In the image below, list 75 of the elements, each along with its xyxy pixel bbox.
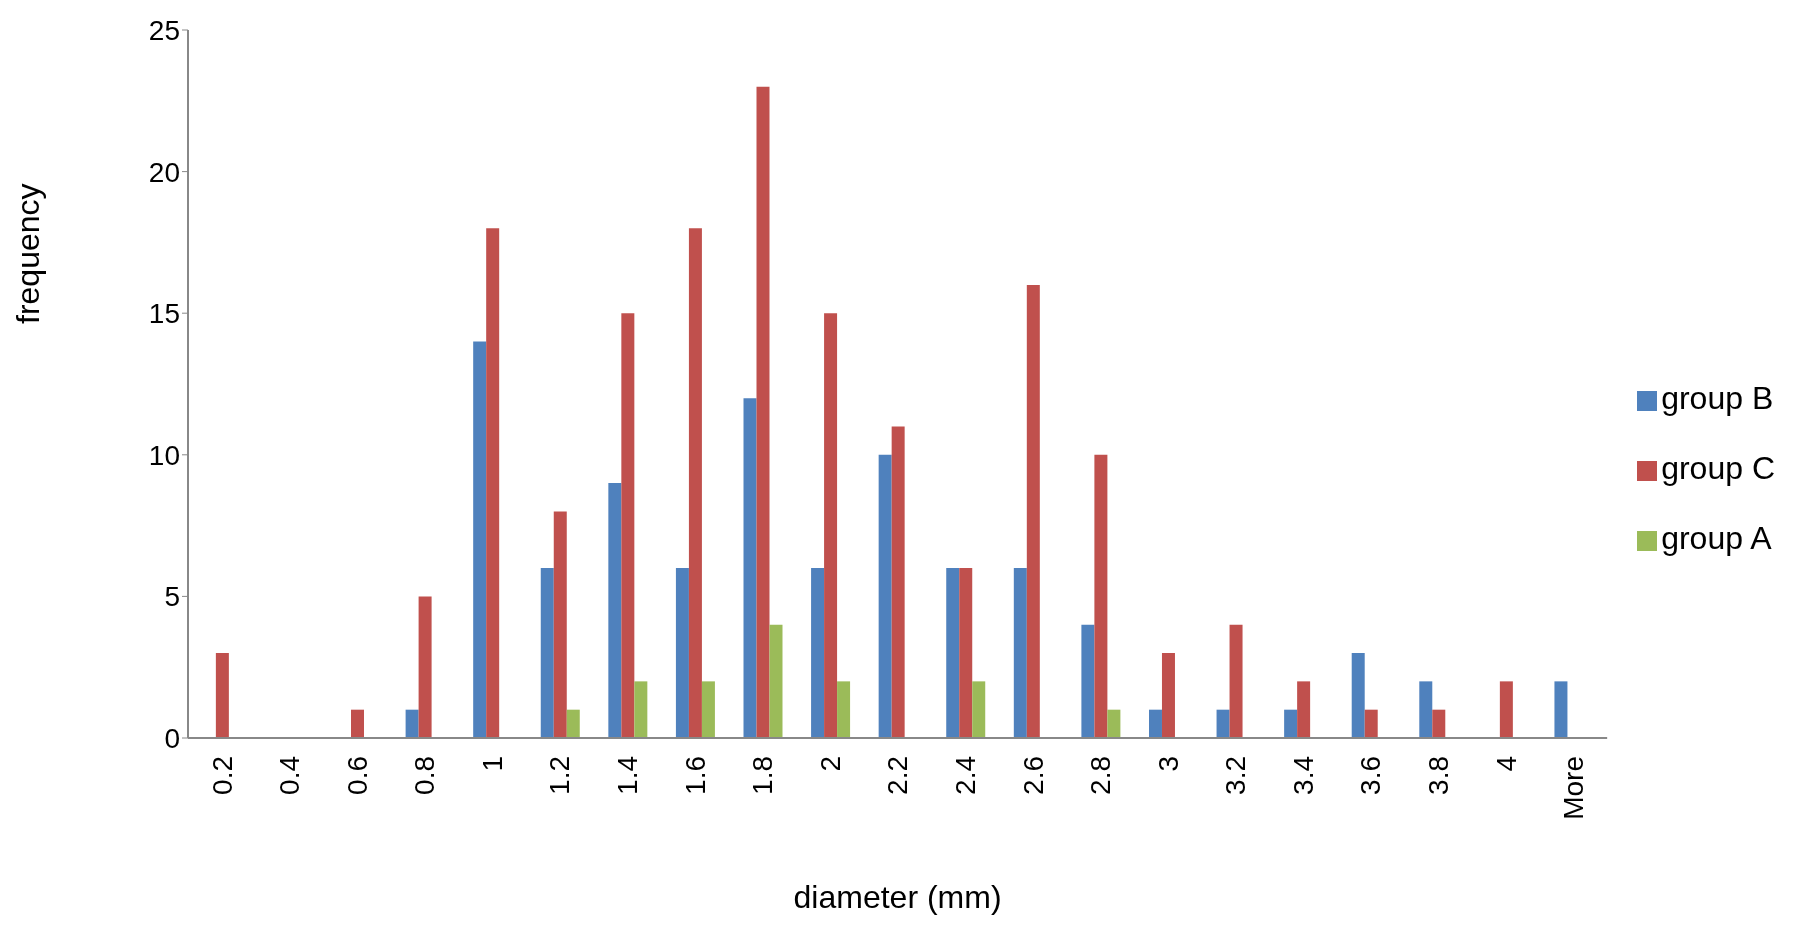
x-tick-label: 0.6 xyxy=(341,756,373,795)
bar xyxy=(566,709,580,738)
bar xyxy=(473,341,487,738)
bar xyxy=(743,398,757,738)
bar xyxy=(608,483,622,738)
bar xyxy=(675,568,689,738)
bar xyxy=(811,568,825,738)
bar xyxy=(621,313,635,738)
bar xyxy=(891,426,905,738)
bar xyxy=(1107,709,1121,738)
bar xyxy=(1229,624,1243,738)
bar xyxy=(688,228,702,738)
bar xyxy=(1148,709,1162,738)
bar xyxy=(1297,681,1311,738)
x-tick-label: 2.2 xyxy=(882,756,914,795)
bar xyxy=(837,681,851,738)
bar xyxy=(959,568,973,738)
bar xyxy=(540,568,554,738)
bar xyxy=(1419,681,1433,738)
bar xyxy=(215,653,229,738)
y-tick-label: 15 xyxy=(148,298,180,330)
bar xyxy=(769,624,783,738)
y-tick-label: 5 xyxy=(164,581,180,613)
x-tick-label: 0.2 xyxy=(206,756,238,795)
x-tick-label: 3 xyxy=(1152,756,1184,772)
y-tick-label: 0 xyxy=(164,722,180,754)
x-tick-label: 0.8 xyxy=(409,756,441,795)
x-tick-label: 3.6 xyxy=(1355,756,1387,795)
x-tick-label: More xyxy=(1558,756,1590,820)
x-tick-label: 1.6 xyxy=(679,756,711,795)
x-tick-label: 0.4 xyxy=(274,756,306,795)
bar xyxy=(418,596,432,738)
bar xyxy=(1432,709,1446,738)
x-tick-label: 4 xyxy=(1490,756,1522,772)
bar xyxy=(1284,709,1298,738)
x-tick-label: 1.4 xyxy=(612,756,644,795)
x-tick-label: 3.8 xyxy=(1423,756,1455,795)
bar xyxy=(972,681,986,738)
bar xyxy=(1216,709,1230,738)
x-tick-label: 1 xyxy=(476,756,508,772)
legend-label: group C xyxy=(1661,450,1775,486)
legend-label: group A xyxy=(1661,520,1772,556)
y-tick-label: 20 xyxy=(148,156,180,188)
bar xyxy=(351,709,365,738)
legend-label: group B xyxy=(1661,380,1774,416)
x-tick-label: 2.8 xyxy=(1085,756,1117,795)
bar xyxy=(1094,454,1108,738)
bar xyxy=(634,681,648,738)
x-tick-label: 3.4 xyxy=(1287,756,1319,795)
y-tick-label: 10 xyxy=(148,439,180,471)
x-tick-label: 2.6 xyxy=(1017,756,1049,795)
bar xyxy=(405,709,419,738)
x-tick-label: 3.2 xyxy=(1220,756,1252,795)
bar xyxy=(1364,709,1378,738)
bar xyxy=(756,86,770,738)
bar xyxy=(824,313,838,738)
y-tick-label: 25 xyxy=(148,14,180,46)
x-axis-title: diameter (mm) xyxy=(793,879,1002,915)
bar xyxy=(878,454,892,738)
bar xyxy=(946,568,960,738)
bar xyxy=(553,511,567,738)
y-axis-title: frequency xyxy=(10,183,47,324)
bar xyxy=(1026,284,1040,738)
bar xyxy=(1081,624,1095,738)
bar xyxy=(1351,653,1365,738)
x-tick-label: 1.8 xyxy=(747,756,779,795)
bar xyxy=(701,681,715,738)
bar xyxy=(1161,653,1175,738)
x-tick-label: 2.4 xyxy=(949,756,981,795)
bar xyxy=(1013,568,1027,738)
bar xyxy=(486,228,500,738)
x-tick-label: 1.2 xyxy=(544,756,576,795)
bar xyxy=(1554,681,1568,738)
x-tick-label: 2 xyxy=(814,756,846,772)
bar xyxy=(1499,681,1513,738)
